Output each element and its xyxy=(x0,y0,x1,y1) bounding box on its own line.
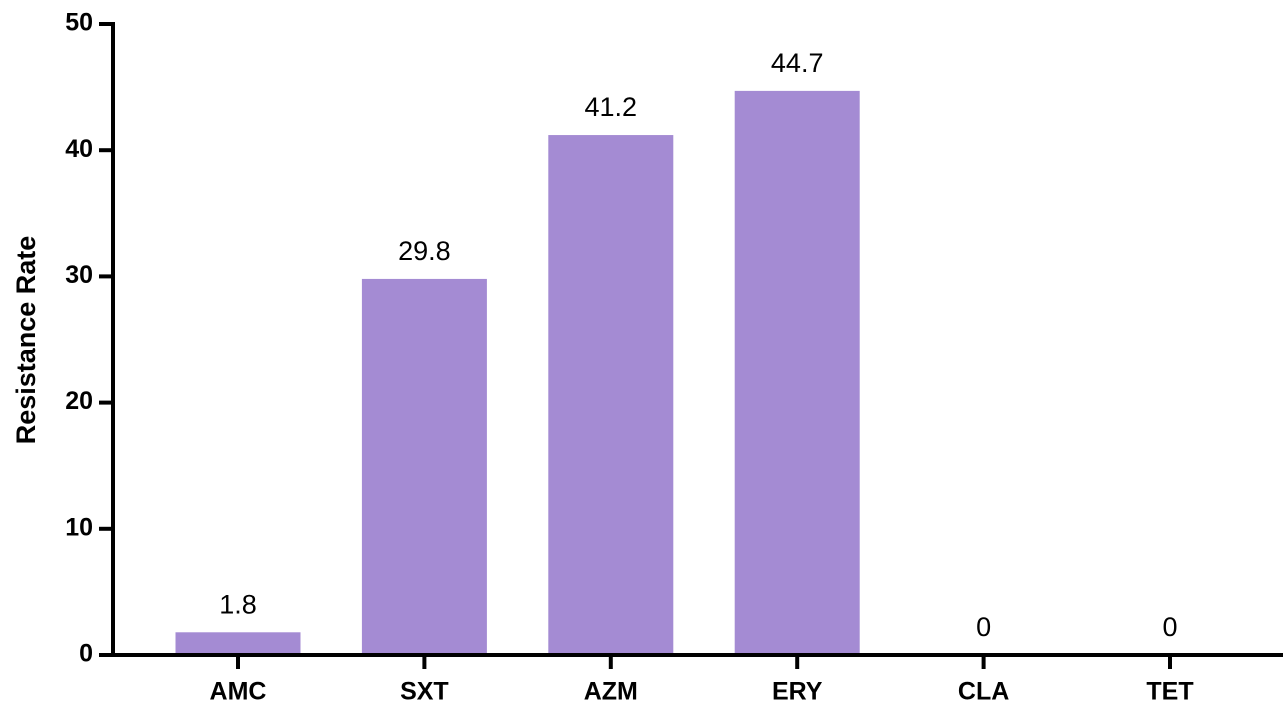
y-tick-label: 20 xyxy=(65,387,93,415)
x-tick-label: TET xyxy=(1146,678,1193,704)
value-label: 1.8 xyxy=(219,589,257,619)
bar xyxy=(361,278,487,655)
y-tick-label: 0 xyxy=(79,640,93,668)
x-tick-label: AZM xyxy=(584,678,638,704)
bar xyxy=(175,632,301,655)
value-label: 0 xyxy=(976,612,991,642)
y-tick-label: 10 xyxy=(65,513,93,541)
value-label: 0 xyxy=(1162,612,1177,642)
y-axis-title: Resistance Rate xyxy=(11,236,41,445)
y-tick-label: 50 xyxy=(65,9,93,37)
value-label: 41.2 xyxy=(585,92,638,122)
x-tick-label: AMC xyxy=(210,678,267,704)
bar xyxy=(734,90,860,656)
bar xyxy=(548,135,674,655)
y-tick-label: 40 xyxy=(65,135,93,163)
x-tick-label: CLA xyxy=(958,678,1009,704)
value-label: 29.8 xyxy=(398,236,451,266)
x-tick-label: ERY xyxy=(772,678,823,704)
value-label: 44.7 xyxy=(771,48,824,78)
y-tick-label: 30 xyxy=(65,261,93,289)
x-tick-label: SXT xyxy=(400,678,449,704)
